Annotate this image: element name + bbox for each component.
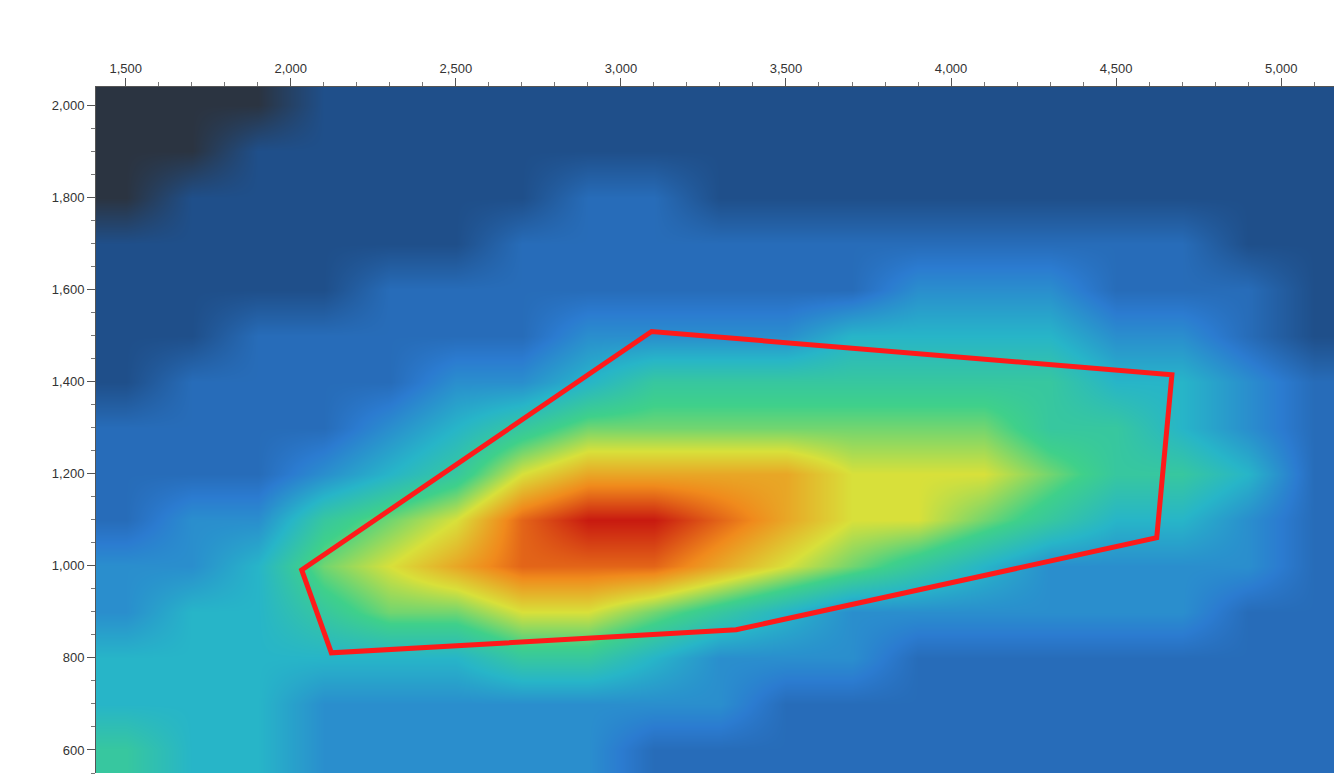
svg-text:1,400: 1,400 [52, 374, 85, 389]
svg-text:2,500: 2,500 [440, 61, 473, 76]
svg-text:4,000: 4,000 [935, 61, 968, 76]
svg-text:1,500: 1,500 [109, 61, 142, 76]
svg-text:2,000: 2,000 [52, 98, 85, 113]
svg-text:4,500: 4,500 [1100, 61, 1133, 76]
svg-text:5,000: 5,000 [1265, 61, 1298, 76]
svg-text:1,000: 1,000 [52, 558, 85, 573]
svg-text:800: 800 [63, 650, 85, 665]
svg-text:3,000: 3,000 [605, 61, 638, 76]
svg-text:1,600: 1,600 [52, 282, 85, 297]
svg-text:1,200: 1,200 [52, 466, 85, 481]
svg-text:2,000: 2,000 [275, 61, 308, 76]
svg-text:600: 600 [63, 743, 85, 758]
svg-text:1,800: 1,800 [52, 190, 85, 205]
svg-text:3,500: 3,500 [770, 61, 803, 76]
